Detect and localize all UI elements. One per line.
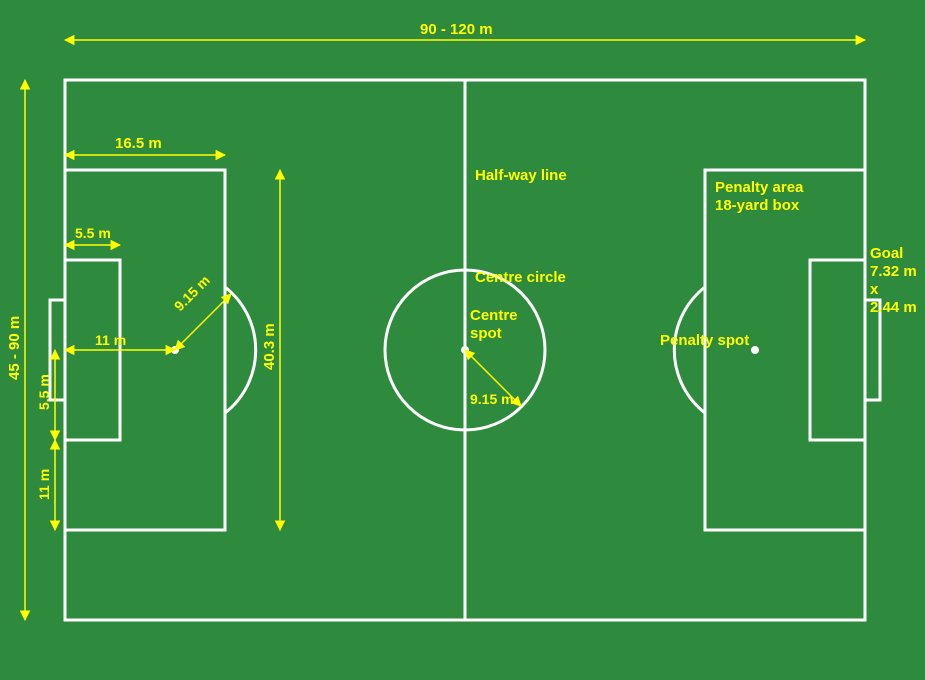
label-goal-1: Goal bbox=[870, 245, 903, 262]
dim-penalty-height-label: 40.3 m bbox=[261, 323, 278, 370]
dim-penalty-11-label: 11 m bbox=[95, 332, 126, 348]
dim-goal-area-h-label: 5.5 m bbox=[36, 374, 52, 410]
dim-penalty-depth-label: 16.5 m bbox=[115, 135, 162, 152]
right-penalty-area bbox=[705, 170, 865, 530]
label-centre-spot-2: spot bbox=[470, 325, 502, 342]
label-penalty-area-1: Penalty area bbox=[715, 179, 804, 196]
label-goal-3: x bbox=[870, 281, 879, 298]
label-centre-spot-1: Centre bbox=[470, 307, 518, 324]
dim-corner-11-label: 11 m bbox=[36, 469, 52, 500]
dim-centre-915-label: 9.15 m bbox=[470, 391, 514, 407]
label-penalty-area-2: 18-yard box bbox=[715, 197, 800, 214]
label-goal-4: 2.44 m bbox=[870, 299, 917, 316]
football-pitch-diagram: 90 - 120 m 45 - 90 m 16.5 m 5.5 m 11 m 9… bbox=[0, 0, 925, 680]
label-penalty-spot: Penalty spot bbox=[660, 332, 749, 349]
dim-arc-915-left-label: 9.15 m bbox=[171, 272, 213, 314]
left-goal bbox=[50, 300, 65, 400]
dim-pitch-width-label: 90 - 120 m bbox=[420, 21, 493, 38]
dim-goal-area-w-label: 5.5 m bbox=[75, 225, 111, 241]
left-penalty-arc bbox=[225, 287, 256, 413]
right-penalty-spot bbox=[751, 346, 759, 354]
dim-pitch-height-label: 45 - 90 m bbox=[6, 316, 23, 380]
label-centre-circle: Centre circle bbox=[475, 269, 566, 286]
label-halfway: Half-way line bbox=[475, 167, 567, 184]
right-goal-area bbox=[810, 260, 865, 440]
right-penalty-arc bbox=[674, 287, 705, 413]
label-goal-2: 7.32 m bbox=[870, 263, 917, 280]
